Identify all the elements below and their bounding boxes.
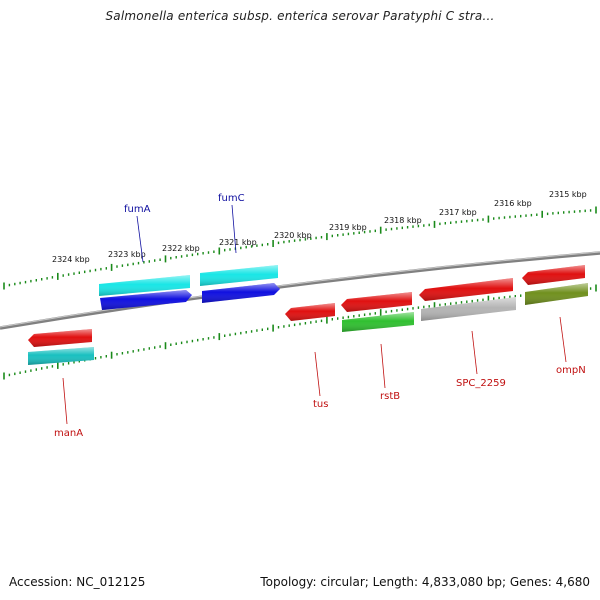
gene-manA[interactable]	[28, 329, 92, 347]
scale-label: 2324 kbp	[52, 255, 90, 264]
gene-label-fumA: fumA	[124, 204, 151, 215]
scale-label: 2316 kbp	[494, 199, 532, 208]
leader-rstB	[380, 343, 386, 389]
cds-green-rstB-shade	[342, 312, 414, 332]
gene-label-fumC: fumC	[218, 193, 245, 204]
scale-label: 2319 kbp	[329, 223, 367, 232]
cds-minus-manA-shade	[28, 347, 94, 365]
gene-tus[interactable]	[285, 303, 335, 321]
cds-grey-SPC_2259-shade	[421, 297, 516, 321]
leader-ompN	[559, 316, 567, 363]
gene-label-rstB: rstB	[380, 391, 400, 402]
leader-SPC_2259	[471, 330, 478, 375]
gene-SPC_2259[interactable]	[419, 278, 513, 301]
gene-rstB-arrow-shade	[341, 292, 412, 312]
accession-label: Accession: NC_012125	[9, 575, 146, 589]
scale-labels: 2324 kbp 2323 kbp 2322 kbp 2321 kbp 2320…	[52, 190, 587, 264]
gene-fumC-arrow-shade	[202, 283, 280, 303]
cds-plus-fumC-shade	[200, 265, 278, 286]
gene-ompN-arrow-shade	[522, 265, 585, 285]
scale-label: 2317 kbp	[439, 208, 477, 217]
scale-label: 2315 kbp	[549, 190, 587, 199]
gene-tus-arrow-shade	[285, 303, 335, 321]
gene-ompN[interactable]	[522, 265, 585, 285]
gene-fumA-arrow-shade	[100, 290, 192, 310]
leader-manA	[62, 377, 68, 425]
gene-fumC[interactable]	[202, 283, 280, 303]
scale-label: 2322 kbp	[162, 244, 200, 253]
gene-fumA[interactable]	[100, 290, 192, 310]
cds-olive-ompN-shade	[525, 283, 588, 305]
leader-fumA	[136, 215, 144, 263]
cds-plus-fumA-shade	[99, 275, 190, 296]
leader-fumC	[231, 204, 237, 254]
gene-rstB[interactable]	[341, 292, 412, 312]
leader-tus	[314, 351, 321, 397]
genome-stats: Topology: circular; Length: 4,833,080 bp…	[260, 575, 590, 589]
scale-label: 2320 kbp	[274, 231, 312, 240]
gene-manA-arrow-shade	[28, 329, 92, 347]
gene-label-SPC_2259: SPC_2259	[456, 378, 506, 389]
scale-ticks-outer	[3, 206, 597, 290]
scale-label: 2318 kbp	[384, 216, 422, 225]
scale-label: 2321 kbp	[219, 238, 257, 247]
gene-label-ompN: ompN	[556, 365, 586, 376]
scale-label: 2323 kbp	[108, 250, 146, 259]
genome-backbone	[0, 251, 600, 330]
gene-label-tus: tus	[313, 399, 328, 410]
gene-label-manA: manA	[54, 428, 83, 439]
genome-backbone-highlight	[0, 251, 600, 328]
gene-SPC_2259-arrow-shade	[419, 278, 513, 301]
map-title: Salmonella enterica subsp. enterica sero…	[105, 9, 495, 23]
